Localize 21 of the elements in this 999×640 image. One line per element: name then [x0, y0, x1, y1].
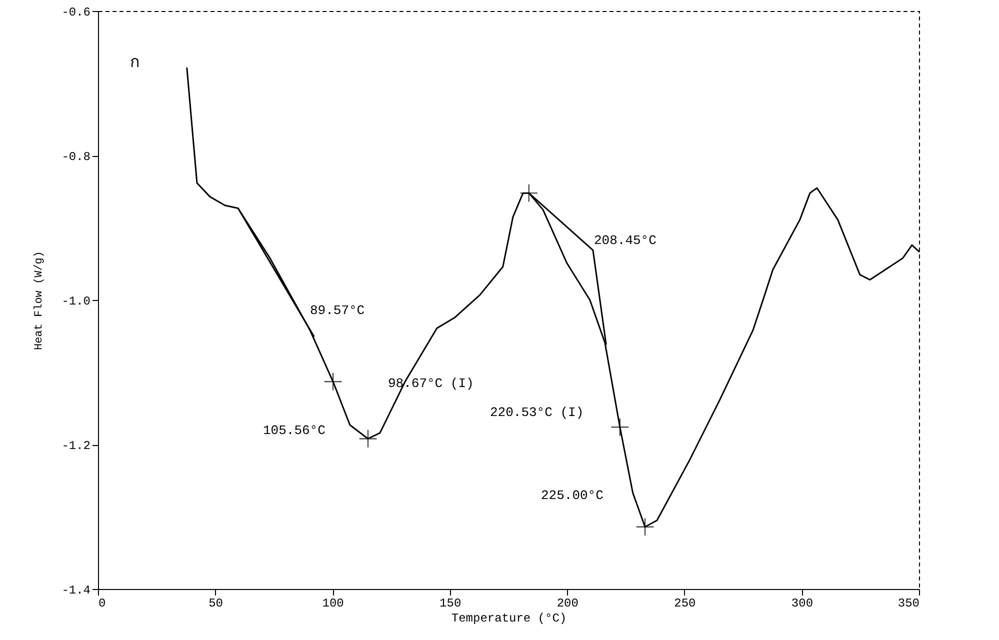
x-tick-label: 50 — [208, 596, 223, 610]
annotation: 220.53°C (I) — [490, 405, 584, 420]
annotation: 225.00°C — [541, 488, 604, 503]
y-tick-label: -0.6 — [62, 6, 90, 20]
annotation: 89.57°C — [310, 303, 365, 318]
x-tick-label: 250 — [674, 596, 696, 610]
x-tick-label: 350 — [898, 596, 920, 610]
y-tick-label: -1.2 — [62, 439, 90, 453]
y-tick-label: -1.4 — [62, 584, 90, 598]
x-axis-title: Temperature (°C) — [451, 612, 567, 626]
y-axis-title: Heat Flow (W/g) — [34, 250, 46, 350]
annotation: ก — [130, 54, 140, 72]
annotation: 105.56°C — [263, 423, 326, 438]
x-tick-label: 300 — [791, 596, 814, 610]
annotation: 208.45°C — [594, 233, 657, 248]
y-tick-label: -1.0 — [62, 294, 90, 308]
y-tick-label: -0.8 — [62, 150, 90, 164]
x-tick-label: 100 — [322, 596, 344, 610]
x-tick-label: 0 — [98, 596, 106, 610]
x-tick-label: 150 — [440, 596, 462, 610]
x-tick-label: 200 — [556, 596, 578, 610]
